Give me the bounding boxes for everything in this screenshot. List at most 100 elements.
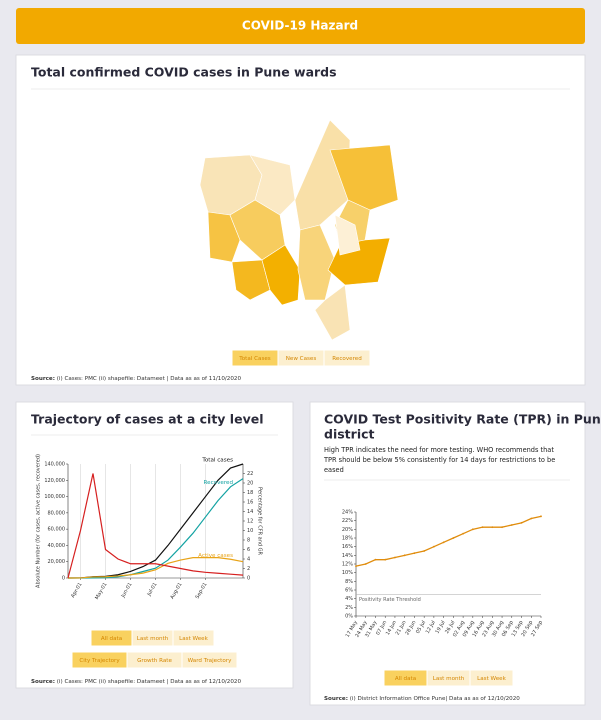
series-label: Recovered <box>204 480 234 486</box>
ward <box>314 284 351 341</box>
source-label: Source: <box>31 679 55 685</box>
point <box>432 545 435 548</box>
point <box>452 537 455 539</box>
description: High TPR indicates the need for more tes… <box>324 446 554 454</box>
series-line <box>355 515 542 567</box>
point <box>530 517 533 520</box>
y2-tick-label: 20 <box>247 481 253 487</box>
y2-tick-label: 10 <box>247 528 253 534</box>
y2-tick-label: 4 <box>247 557 250 563</box>
point <box>442 541 445 544</box>
ward <box>329 144 399 211</box>
point <box>355 565 357 568</box>
button[interactable] <box>181 651 238 669</box>
button-label[interactable]: New Cases <box>286 356 317 362</box>
y2-tick-label: 6 <box>247 547 250 553</box>
button-label[interactable]: Total Cases <box>238 356 271 362</box>
y2-tick-label: 18 <box>247 490 253 496</box>
y-tick-label: 18% <box>342 536 353 542</box>
y-tick-label: 6% <box>345 588 353 594</box>
point <box>364 563 367 565</box>
y-tick-label: 60,000 <box>48 527 66 533</box>
series-label: Total cases <box>201 458 233 464</box>
point <box>491 526 494 529</box>
description: eased <box>324 466 344 474</box>
y-tick-label: 80,000 <box>48 510 66 516</box>
button-label[interactable]: Last month <box>433 676 465 682</box>
source-label: Source: <box>31 376 55 382</box>
y2-tick-label: 22 <box>247 471 253 477</box>
button[interactable] <box>172 629 215 647</box>
point <box>501 526 503 529</box>
series-line <box>68 478 244 579</box>
y-tick-label: 140,000 <box>44 462 65 468</box>
header-title: COVID-19 Hazard <box>242 19 358 33</box>
y-tick-label: 0 <box>62 576 65 582</box>
button[interactable] <box>323 349 371 367</box>
series-line <box>67 557 244 579</box>
y-tick-label: 40,000 <box>48 543 66 549</box>
panel-title: Trajectory of cases at a city level <box>31 412 263 427</box>
point <box>423 550 426 552</box>
y-tick-label: 16% <box>342 544 353 550</box>
y-tick-label: 14% <box>342 553 353 559</box>
point <box>413 552 416 555</box>
point <box>384 558 387 561</box>
point <box>394 556 396 559</box>
ward-map <box>199 119 399 341</box>
button-label[interactable]: Last Week <box>477 676 507 682</box>
source-text: (i) District Information Office Pune| Da… <box>348 696 520 702</box>
y-tick-label: 120,000 <box>44 478 65 484</box>
button-label[interactable]: City Trajectory <box>79 658 120 664</box>
y2-axis-label: Percentage for CFR and GR <box>257 487 263 555</box>
button-label[interactable]: Growth Rate <box>137 658 172 664</box>
point <box>374 558 377 561</box>
point <box>520 521 523 524</box>
point <box>403 554 406 557</box>
button-label[interactable]: All data <box>395 676 416 682</box>
y2-tick-label: 14 <box>247 509 253 515</box>
button-label[interactable]: Ward Trajectory <box>188 658 232 664</box>
y-tick-label: 4% <box>345 596 353 602</box>
point <box>540 515 542 518</box>
ward <box>231 259 271 301</box>
y2-tick-label: 8 <box>247 538 250 544</box>
header-bar <box>16 8 585 44</box>
description: TPR should be below 5% consistently for … <box>323 456 555 464</box>
button-label[interactable]: Recovered <box>332 356 362 362</box>
button-label[interactable]: Last month <box>137 636 169 642</box>
button[interactable] <box>469 669 514 687</box>
threshold-label: Positivity Rate Threshold <box>359 597 421 603</box>
y-tick-label: 20,000 <box>48 559 66 565</box>
y-tick-label: 100,000 <box>44 494 65 500</box>
source: Source: (i) District Information Office … <box>324 696 520 702</box>
source-text: (i) Cases: PMC (ii) shapefile: Datameet … <box>55 376 241 382</box>
point <box>510 524 513 526</box>
y-axis-label: Absolute Number (for cases, active cases… <box>36 454 42 588</box>
point <box>481 526 484 529</box>
y-tick-label: 20% <box>342 527 353 533</box>
panel-title: district <box>324 427 375 442</box>
source-text: (i) Cases: PMC (ii) shapefile: Datameet … <box>55 679 241 685</box>
y-tick-label: 8% <box>345 579 353 585</box>
point <box>471 528 474 531</box>
y-tick-label: 2% <box>345 605 353 611</box>
ward <box>334 214 361 256</box>
series-line <box>67 473 244 579</box>
series-label: Active cases <box>198 553 233 559</box>
y-tick-label: 12% <box>342 562 353 568</box>
ward <box>207 211 241 263</box>
y2-tick-label: 16 <box>247 500 253 506</box>
point <box>462 532 465 535</box>
panel-title: Total confirmed COVID cases in Pune ward… <box>31 65 337 80</box>
source: Source: (i) Cases: PMC (ii) shapefile: D… <box>31 376 241 382</box>
button-label[interactable]: Last Week <box>179 636 209 642</box>
y2-tick-label: 2 <box>247 566 250 572</box>
source-label: Source: <box>324 696 348 702</box>
ward <box>261 244 301 306</box>
source: Source: (i) Cases: PMC (ii) shapefile: D… <box>31 679 241 685</box>
button-label[interactable]: All data <box>101 636 122 642</box>
y2-tick-label: 12 <box>247 519 253 525</box>
y-tick-label: 0% <box>345 614 353 620</box>
